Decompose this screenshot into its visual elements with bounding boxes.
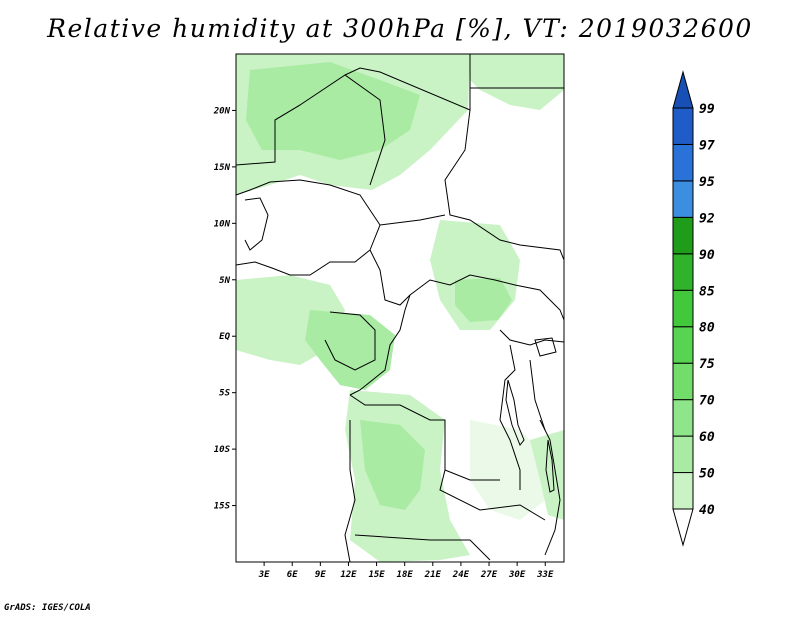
colorbar-segment bbox=[672, 107, 694, 145]
map-title: Relative humidity at 300hPa [%], VT: 201… bbox=[47, 14, 753, 43]
x-axis: 3E 6E 9E 12E 15E 18E 21E 24E 27E 30E 33E bbox=[258, 562, 554, 580]
x-tick-label: 33E bbox=[536, 570, 554, 580]
x-tick-label: 15E bbox=[368, 570, 385, 580]
humidity-region-north-core bbox=[246, 62, 420, 160]
x-tick-label: 30E bbox=[508, 570, 526, 580]
colorbar-over-triangle bbox=[672, 70, 694, 109]
colorbar-label: 60 bbox=[699, 430, 715, 445]
x-tick-label: 12E bbox=[340, 570, 357, 580]
humidity-region-central-core bbox=[455, 278, 512, 322]
colorbar-under-triangle bbox=[672, 508, 694, 547]
border-line bbox=[444, 109, 565, 261]
y-tick-label: 10N bbox=[214, 219, 231, 229]
border-line bbox=[244, 197, 269, 251]
x-tick-label: 9E bbox=[315, 570, 326, 580]
y-tick-label: 15S bbox=[214, 502, 231, 512]
y-tick-label: 20N bbox=[213, 106, 231, 116]
colorbar-segment bbox=[672, 326, 694, 364]
colorbar-label: 97 bbox=[699, 138, 715, 153]
colorbar-label: 95 bbox=[699, 175, 715, 190]
country-borders bbox=[235, 54, 565, 563]
map-frame bbox=[235, 53, 565, 563]
lake-malawi bbox=[545, 439, 555, 493]
border-line bbox=[354, 534, 491, 561]
border-line bbox=[499, 419, 521, 490]
colorbar: 40 50 60 70 75 80 85 90 92 95 97 99 bbox=[672, 70, 715, 547]
border-line bbox=[369, 249, 516, 306]
colorbar-segment bbox=[672, 180, 694, 218]
x-tick-label: 27E bbox=[480, 570, 498, 580]
border-line bbox=[235, 74, 386, 186]
border-line bbox=[349, 394, 500, 481]
y-axis: 20N 15N 10N 5N EQ 5S 10S 15S bbox=[213, 106, 236, 512]
border-line bbox=[274, 104, 301, 121]
y-tick-label: 10S bbox=[214, 445, 231, 455]
x-tick-label: 24E bbox=[452, 570, 470, 580]
border-line bbox=[324, 311, 376, 371]
humidity-region-gabon bbox=[305, 310, 395, 390]
colorbar-label: 80 bbox=[699, 321, 715, 336]
colorbar-label: 50 bbox=[699, 467, 715, 482]
border-line bbox=[344, 420, 356, 563]
border-line bbox=[539, 419, 561, 556]
colorbar-segment bbox=[672, 143, 694, 182]
border-line bbox=[439, 469, 546, 521]
border-line bbox=[235, 179, 381, 276]
y-tick-label: 15N bbox=[214, 163, 231, 173]
humidity-region-angola-core bbox=[360, 420, 425, 510]
lake-victoria bbox=[534, 337, 557, 357]
humidity-shading bbox=[236, 54, 564, 562]
lakes bbox=[505, 337, 557, 493]
colorbar-segment bbox=[672, 362, 694, 401]
x-tick-label: 18E bbox=[397, 570, 414, 580]
colorbar-segment bbox=[672, 399, 694, 437]
x-tick-label: 3E bbox=[258, 570, 270, 580]
lake-tanganyika bbox=[505, 379, 525, 446]
border-line bbox=[529, 359, 546, 431]
colorbar-label: 92 bbox=[699, 211, 715, 226]
humidity-region-northeast bbox=[470, 54, 564, 110]
colorbar-label: 85 bbox=[699, 284, 715, 299]
colorbar-label: 75 bbox=[699, 357, 715, 372]
x-tick-label: 21E bbox=[424, 570, 442, 580]
colorbar-label: 70 bbox=[699, 394, 715, 409]
grads-credit: GrADS: IGES/COLA bbox=[4, 603, 91, 613]
colorbar-label: 99 bbox=[699, 102, 715, 117]
y-tick-label: 5N bbox=[219, 276, 230, 286]
border-line bbox=[499, 344, 516, 421]
x-tick-label: 6E bbox=[287, 570, 298, 580]
y-tick-label: EQ bbox=[219, 332, 230, 342]
border-line bbox=[379, 214, 446, 226]
border-line bbox=[344, 54, 471, 111]
border-line bbox=[499, 329, 565, 346]
colorbar-label: 90 bbox=[699, 248, 715, 263]
y-tick-label: 5S bbox=[219, 389, 230, 399]
colorbar-segment bbox=[672, 289, 694, 328]
border-line bbox=[349, 294, 411, 396]
humidity-region-southeast bbox=[470, 420, 550, 520]
colorbar-segment bbox=[672, 253, 694, 291]
map-panel bbox=[235, 53, 565, 563]
colorbar-segment bbox=[672, 435, 694, 474]
border-line bbox=[514, 284, 565, 321]
colorbar-segment bbox=[672, 216, 694, 255]
colorbar-label: 40 bbox=[699, 503, 715, 518]
colorbar-segment bbox=[672, 472, 694, 510]
